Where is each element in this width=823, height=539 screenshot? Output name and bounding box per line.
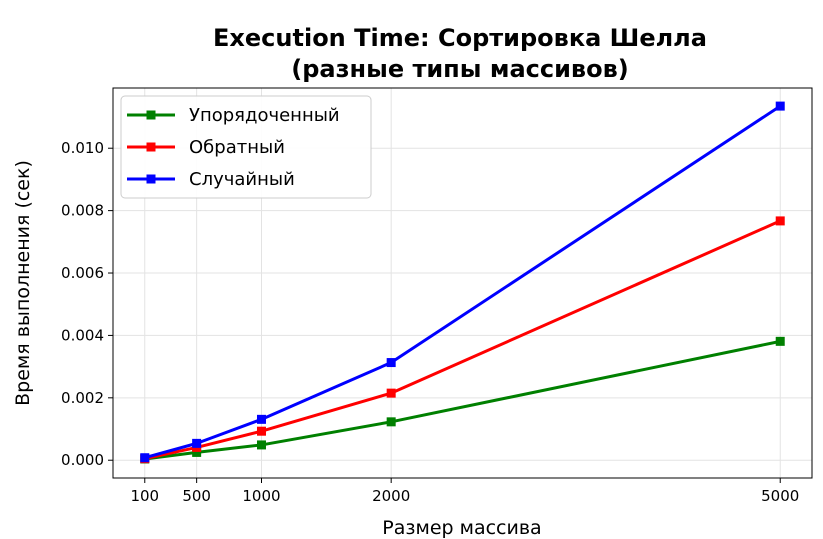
axes bbox=[112, 87, 813, 479]
data-point bbox=[775, 336, 785, 346]
x-tick-label: 5000 bbox=[761, 487, 799, 505]
series-line bbox=[144, 339, 781, 461]
data-point bbox=[775, 216, 785, 226]
data-point bbox=[192, 438, 202, 448]
chart-title-line2: (разные типы массивов) bbox=[291, 55, 629, 83]
legend: Упорядоченный Обратный Случайный bbox=[120, 95, 372, 199]
x-tick-label: 2000 bbox=[372, 487, 410, 505]
y-tick-label: 0.002 bbox=[61, 389, 104, 407]
data-point bbox=[192, 447, 202, 457]
y-tick-label: 0.004 bbox=[61, 326, 104, 344]
legend-label: Обратный bbox=[189, 137, 285, 158]
legend-box bbox=[120, 95, 372, 199]
plot-frame bbox=[112, 87, 813, 479]
data-point bbox=[775, 101, 785, 111]
ticks: 100 500 1000 2000 5000 0.000 0.002 0.004 0.006 0.… bbox=[61, 139, 799, 505]
data-point bbox=[256, 440, 266, 450]
x-tick-label: 100 bbox=[130, 487, 159, 505]
data-point bbox=[386, 417, 396, 427]
legend-marker bbox=[146, 142, 156, 152]
data-point bbox=[386, 388, 396, 398]
y-tick-label: 0.000 bbox=[61, 451, 104, 469]
legend-label: Упорядоченный bbox=[189, 105, 340, 126]
series-group bbox=[140, 101, 785, 464]
data-point bbox=[140, 453, 150, 463]
data-point bbox=[256, 414, 266, 424]
y-axis-label: Время выполнения (сек) bbox=[12, 160, 34, 406]
series-line bbox=[144, 219, 781, 461]
x-tick-label: 500 bbox=[182, 487, 211, 505]
data-point bbox=[386, 358, 396, 368]
legend-marker bbox=[146, 174, 156, 184]
legend-marker bbox=[146, 110, 156, 120]
data-point bbox=[256, 426, 266, 436]
chart-title-line1: Execution Time: Сортировка Шелла bbox=[213, 24, 707, 52]
y-tick-label: 0.010 bbox=[61, 139, 104, 157]
legend-label: Случайный bbox=[189, 169, 295, 190]
y-tick-label: 0.008 bbox=[61, 202, 104, 220]
x-tick-label: 1000 bbox=[242, 487, 280, 505]
y-tick-label: 0.006 bbox=[61, 264, 104, 282]
x-axis-label: Размер массива bbox=[382, 517, 541, 539]
